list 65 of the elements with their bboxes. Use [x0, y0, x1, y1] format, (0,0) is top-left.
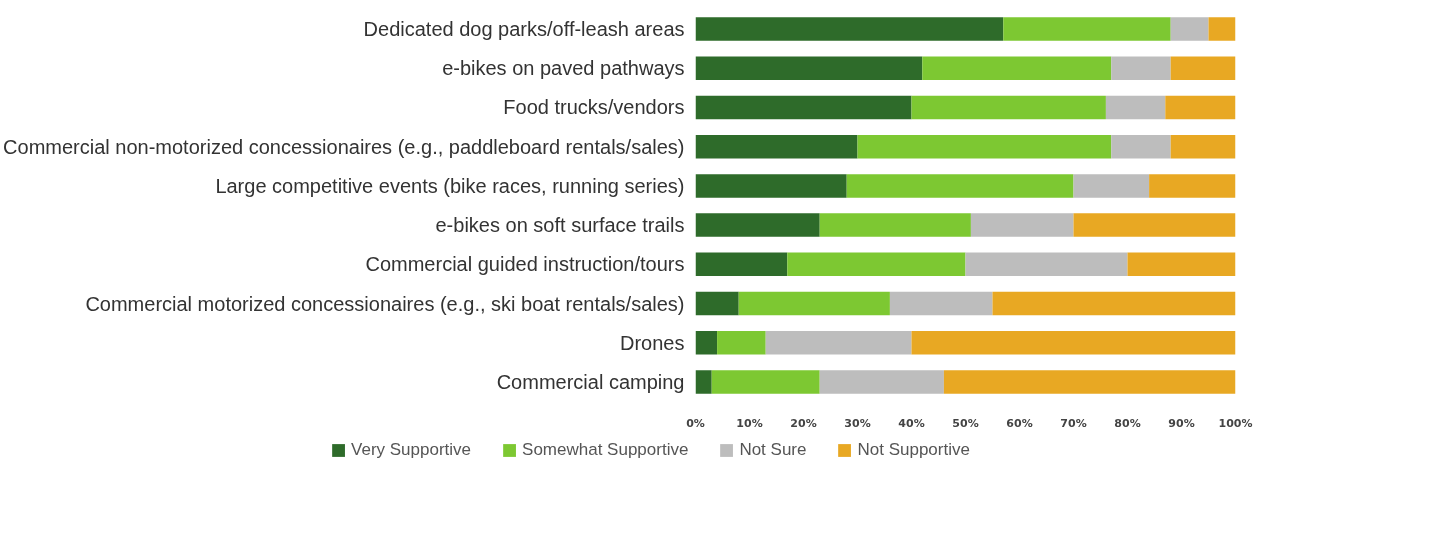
bar — [695, 252, 788, 277]
x-tick-label: 0% — [686, 416, 705, 430]
legend-label: Not Supportive — [857, 440, 970, 460]
bar — [695, 370, 712, 394]
bar — [695, 174, 847, 198]
x-tick-label: 40% — [898, 416, 925, 430]
bar — [965, 252, 1128, 277]
bar — [695, 134, 858, 159]
y-tick-label: Commercial motorized concessionaires (e.g., ski boat rentals/sales) — [85, 292, 685, 315]
y-tick-label: Large competitive events (bike races, running series) — [215, 174, 685, 197]
bar — [911, 95, 1106, 120]
y-tick-label: e-bikes on paved pathways — [442, 57, 685, 80]
x-tick-label: 90% — [1168, 416, 1195, 430]
bar — [819, 213, 971, 237]
bar — [819, 370, 944, 394]
bar — [738, 291, 890, 316]
bar — [695, 17, 1004, 41]
bar — [695, 330, 718, 355]
bar — [695, 95, 912, 120]
bar — [943, 370, 1236, 394]
bar — [1170, 17, 1209, 41]
bar — [1170, 56, 1236, 81]
bar — [889, 291, 993, 316]
x-tick-label: 60% — [1006, 416, 1033, 430]
bar — [1105, 95, 1166, 120]
bar — [1165, 95, 1236, 120]
y-tick-label: Drones — [620, 331, 685, 354]
bar — [922, 56, 1112, 81]
bar — [1170, 134, 1236, 159]
bar — [911, 330, 1236, 355]
legend-label: Very Supportive — [351, 440, 472, 460]
bar — [695, 291, 739, 316]
bar — [1127, 252, 1236, 277]
bar — [1149, 174, 1236, 198]
x-tick-label: 20% — [790, 416, 817, 430]
y-tick-label: Commercial camping — [496, 370, 685, 393]
bar — [992, 291, 1236, 316]
y-tick-label: Commercial guided instruction/tours — [365, 253, 685, 276]
x-tick-label: 100% — [1218, 416, 1253, 430]
bar — [1073, 174, 1150, 198]
bar — [1208, 17, 1236, 41]
bar — [1111, 134, 1171, 159]
y-tick-label: Food trucks/vendors — [503, 96, 685, 119]
y-tick-label: Dedicated dog parks/off-leash areas — [363, 18, 685, 41]
bar — [1073, 213, 1236, 237]
bar — [1111, 56, 1171, 81]
bar — [1003, 17, 1171, 41]
x-tick-label: 30% — [844, 416, 871, 430]
y-tick-label: Commercial non-motorized concessionaires (e.g., paddleboard rentals/sales) — [3, 135, 685, 158]
x-tick-label: 10% — [736, 416, 763, 430]
bar — [857, 134, 1112, 159]
bar — [970, 213, 1074, 237]
x-tick-label: 50% — [952, 416, 979, 430]
bar — [695, 56, 923, 81]
legend-label: Somewhat Supportive — [522, 440, 689, 460]
bar — [711, 370, 820, 394]
legend-label: Not Sure — [739, 440, 807, 460]
bar — [695, 213, 820, 237]
bar — [717, 330, 766, 355]
bar — [846, 174, 1074, 198]
bar — [787, 252, 966, 277]
bar — [765, 330, 912, 355]
y-tick-label: e-bikes on soft surface trails — [435, 214, 685, 237]
x-tick-label: 70% — [1060, 416, 1087, 430]
x-tick-label: 80% — [1114, 416, 1141, 430]
